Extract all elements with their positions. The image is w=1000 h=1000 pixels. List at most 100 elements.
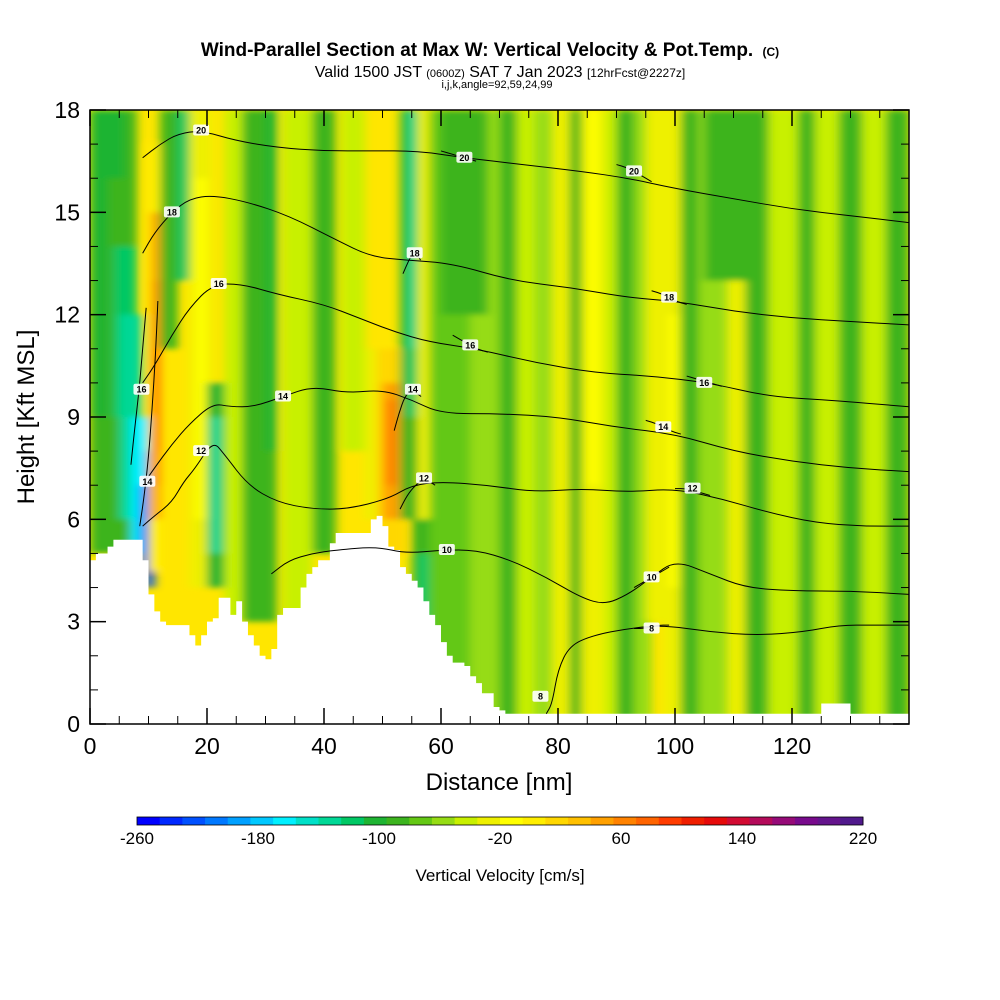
colorbar-swatch [431,817,456,825]
colorbar-swatch [794,817,819,825]
colorbar-swatch [568,817,592,825]
contour-label: 16 [465,340,475,350]
y-tick-label: 18 [54,97,80,123]
x-tick-label: 100 [656,733,694,759]
colorbar-swatch [227,817,251,825]
valid-utc: (0600Z) [426,68,465,80]
velocity-patch [680,110,699,724]
colorbar-swatch [205,817,229,825]
y-tick-label: 15 [54,199,80,225]
velocity-patch [815,110,839,724]
contour-label-bg [133,383,150,395]
y-tick-label: 9 [67,404,80,430]
contour-label: 20 [459,153,469,163]
x-tick-label: 40 [311,733,337,759]
contour-label: 20 [196,125,206,135]
contour-label: 16 [699,378,709,388]
contour-label-bg [193,124,210,136]
colorbar-swatch [749,817,773,825]
valid-date: SAT 7 Jan 2023 [469,64,582,81]
velocity-patch [645,110,664,622]
velocity-patch [408,110,415,349]
colorbar-swatch [636,817,660,825]
x-tick-label: 20 [194,733,220,759]
contour-label: 16 [214,279,224,289]
terrain-mask [90,515,909,724]
colorbar-swatch [704,817,728,825]
colorbar-tick-label: -100 [362,829,396,848]
contour-label-bg [416,472,433,484]
velocity-patch [768,110,798,724]
contour-label-bg [406,247,423,259]
x-tick-label: 0 [84,733,97,759]
contour-label-bg [684,482,701,494]
contour-label-bg [193,445,210,457]
velocity-patch [587,110,599,486]
colorbar-swatch [613,817,637,825]
velocity-patch [838,110,863,724]
colorbar-swatch [318,817,342,825]
y-tick-label: 12 [54,302,80,328]
x-axis-label: Distance [nm] [426,769,573,796]
colorbar-swatch [658,817,682,825]
colorbar-swatch [363,817,388,825]
velocity-patch [797,110,816,724]
contour-label-bg [163,206,180,218]
contour-label: 8 [649,623,654,633]
contour-label: 18 [167,207,177,217]
colorbar-swatch [409,817,433,825]
colorbar-swatch [817,817,841,825]
velocity-patch [385,399,398,486]
velocity-patch [341,110,365,452]
velocity-patch [312,110,336,554]
theta-contour-line [142,131,909,224]
title-mark: (C) [763,45,780,59]
colorbar-swatch [454,817,478,825]
contour-label: 10 [647,572,657,582]
contour-label-bg [275,390,292,402]
velocity-patch [265,110,278,452]
axes: 0 20 40 60 80 100 120 0 3 6 9 12 15 18 [54,97,909,759]
plot-area: 8 10 12 14 16 18 20 14 16 14 12 18 16 20 20 18 16 14 12 10 8 [90,110,909,724]
theta-contour-line [142,444,909,527]
velocity-patch [283,110,313,622]
velocity-patch [209,417,222,554]
velocity-patch [177,110,190,281]
theta-contour-line [139,301,159,527]
contour-label: 16 [136,385,146,395]
x-tick-label: 80 [545,733,571,759]
colorbar-swatch [250,817,274,825]
contour-label: 14 [658,422,668,432]
theta-contours: 8 10 12 14 16 18 20 14 16 14 12 18 16 20 20 18 16 14 12 10 8 [130,124,909,715]
grid-indices: i,j,k,angle=92,59,24,99 [441,79,552,91]
y-tick-label: 3 [67,609,80,635]
y-axis-label: Height [Kft MSL] [13,330,40,505]
colorbar-swatch [386,817,410,825]
chart-subtitle: Valid 1500 JST (0600Z) SAT 7 Jan 2023 [1… [315,64,685,81]
colorbar-swatch [182,817,206,825]
contour-label-bg [139,475,156,487]
colorbar: -260 -180 -100 -20 60 140 220 [120,816,877,848]
x-tick-label: 60 [428,733,454,759]
colorbar-swatch [477,817,501,825]
colorbar-swatch [545,817,569,825]
colorbar-swatch [500,817,524,825]
theta-contour-line [142,283,909,408]
contour-label-bg [643,571,660,583]
theta-contour-line [142,387,909,486]
colorbar-swatch [590,817,614,825]
contour-label: 14 [142,477,152,487]
forecast-info: [12hrFcst@2227z] [587,66,685,80]
velocity-patch [154,348,158,452]
contour-label: 12 [688,484,698,494]
colorbar-swatch [159,817,183,825]
velocity-patch [616,110,635,724]
contour-label: 14 [278,392,288,402]
colorbar-swatch [772,817,796,825]
colorbar-tick-label: 220 [849,829,877,848]
colorbar-tick-label: -20 [488,829,513,848]
velocity-patch [441,110,488,315]
theta-contour-line [271,547,909,604]
velocity-patch [90,110,108,417]
contour-label: 12 [419,473,429,483]
